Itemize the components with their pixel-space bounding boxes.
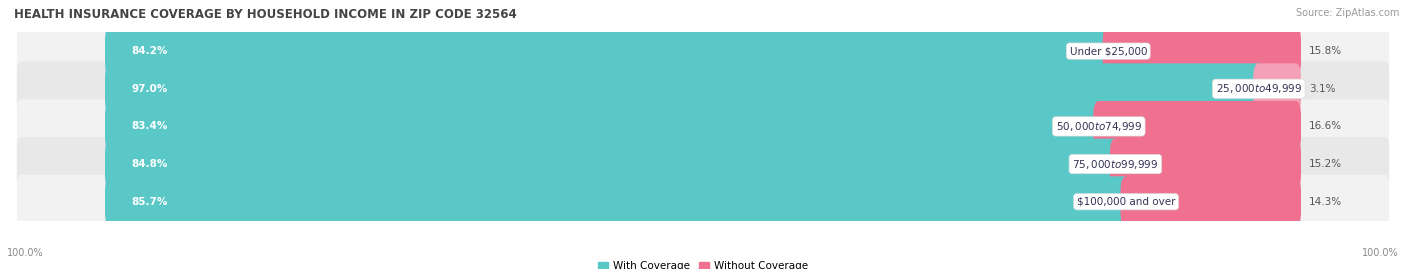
FancyBboxPatch shape (1102, 26, 1301, 76)
FancyBboxPatch shape (17, 99, 1389, 154)
Text: 83.4%: 83.4% (131, 121, 167, 132)
Text: Source: ZipAtlas.com: Source: ZipAtlas.com (1295, 8, 1399, 18)
Text: 85.7%: 85.7% (131, 197, 167, 207)
Text: 84.2%: 84.2% (131, 46, 167, 56)
Text: Under $25,000: Under $25,000 (1070, 46, 1147, 56)
Text: $50,000 to $74,999: $50,000 to $74,999 (1056, 120, 1142, 133)
FancyBboxPatch shape (1121, 176, 1301, 227)
Legend: With Coverage, Without Coverage: With Coverage, Without Coverage (593, 257, 813, 269)
Text: 100.0%: 100.0% (7, 248, 44, 258)
Text: $25,000 to $49,999: $25,000 to $49,999 (1216, 82, 1302, 95)
FancyBboxPatch shape (105, 139, 1121, 189)
Text: 3.1%: 3.1% (1309, 84, 1336, 94)
FancyBboxPatch shape (105, 176, 1132, 227)
FancyBboxPatch shape (17, 175, 1389, 229)
FancyBboxPatch shape (1094, 101, 1301, 152)
Text: 15.2%: 15.2% (1309, 159, 1343, 169)
Text: 84.8%: 84.8% (131, 159, 167, 169)
Text: $100,000 and over: $100,000 and over (1077, 197, 1175, 207)
FancyBboxPatch shape (17, 62, 1389, 116)
FancyBboxPatch shape (17, 24, 1389, 78)
Text: 14.3%: 14.3% (1309, 197, 1343, 207)
FancyBboxPatch shape (1109, 139, 1301, 189)
Text: 16.6%: 16.6% (1309, 121, 1343, 132)
Text: HEALTH INSURANCE COVERAGE BY HOUSEHOLD INCOME IN ZIP CODE 32564: HEALTH INSURANCE COVERAGE BY HOUSEHOLD I… (14, 8, 517, 21)
FancyBboxPatch shape (17, 137, 1389, 191)
Text: 100.0%: 100.0% (1362, 248, 1399, 258)
FancyBboxPatch shape (105, 101, 1104, 152)
Text: 15.8%: 15.8% (1309, 46, 1343, 56)
FancyBboxPatch shape (105, 63, 1264, 114)
Text: $75,000 to $99,999: $75,000 to $99,999 (1073, 158, 1159, 171)
FancyBboxPatch shape (1253, 63, 1301, 114)
Text: 97.0%: 97.0% (131, 84, 167, 94)
FancyBboxPatch shape (105, 26, 1114, 76)
